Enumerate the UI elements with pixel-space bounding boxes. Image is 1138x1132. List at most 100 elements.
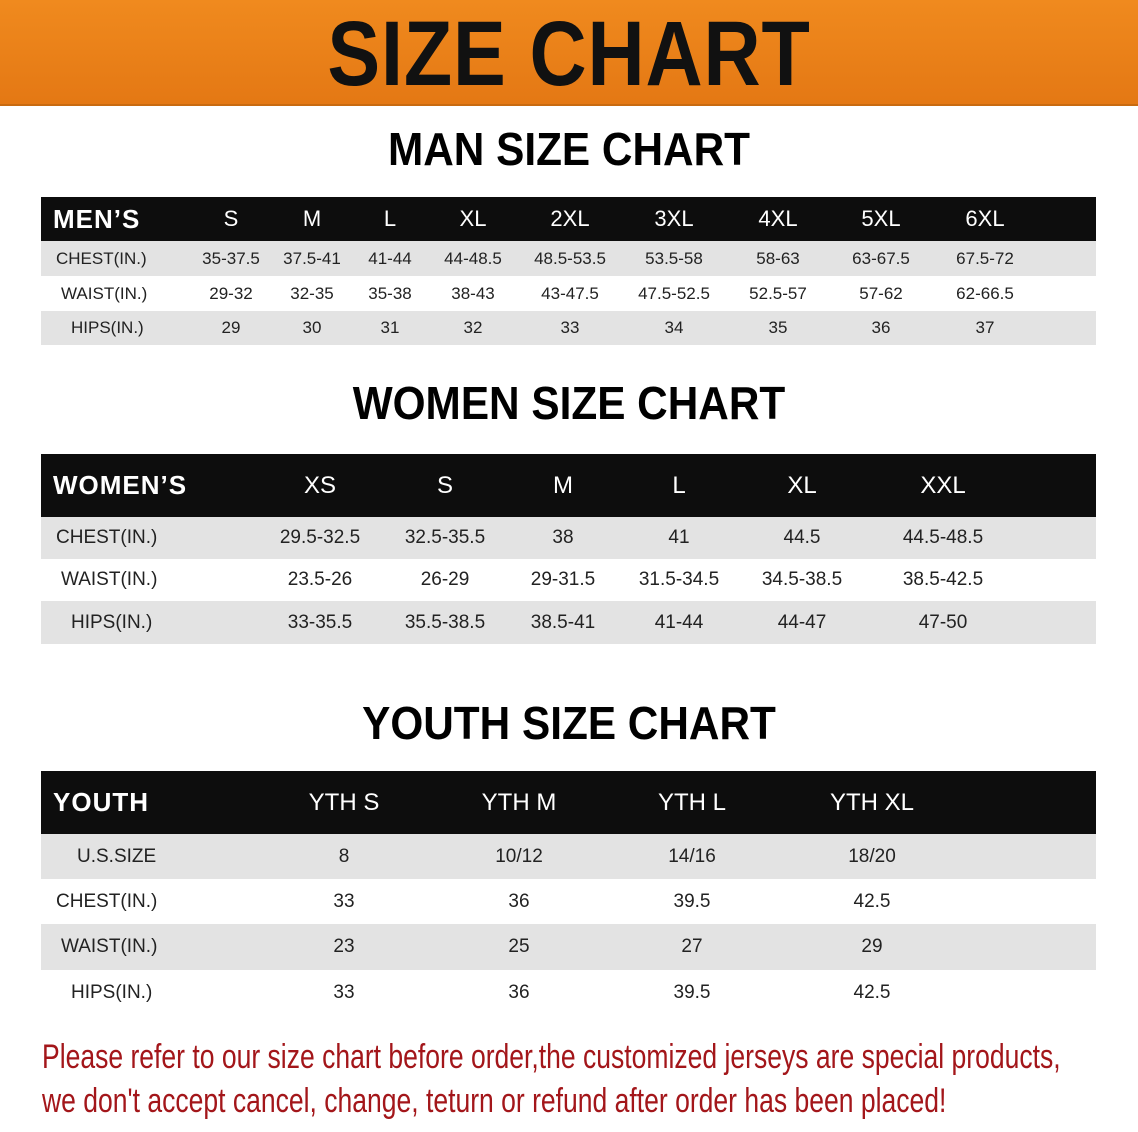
table-cell: 52.5-57 xyxy=(749,283,807,303)
table-cell: 8 xyxy=(338,845,350,867)
table-row: U.S.SIZE 8 10/12 14/16 18/20 xyxy=(41,834,1096,879)
table-cell: 57-62 xyxy=(859,283,903,303)
table-cell: 18/20 xyxy=(848,845,896,867)
row-label: WAIST(IN.) xyxy=(61,569,158,590)
table-cell: 63-67.5 xyxy=(852,248,910,268)
youth-size-table: YOUTH YTH S YTH M YTH L YTH XL U.S.SIZE 8 10/12… xyxy=(41,771,1096,1015)
table-cell: 29-31.5 xyxy=(530,569,596,590)
table-row: WAIST(IN.) 23 25 27 29 xyxy=(41,924,1096,970)
table-cell: 41-44 xyxy=(368,248,412,268)
table-cell: 33 xyxy=(333,890,355,912)
table-cell: 67.5-72 xyxy=(956,248,1014,268)
table-cell: 29 xyxy=(861,936,883,957)
table-cell: 42.5 xyxy=(853,890,891,912)
row-label: CHEST(IN.) xyxy=(56,890,158,912)
size-header: 2XL xyxy=(550,206,590,231)
table-cell: 39.5 xyxy=(673,981,711,1003)
women-header-label: WOMEN’S xyxy=(53,470,188,500)
table-cell: 35 xyxy=(768,318,788,337)
youth-header-label: YOUTH xyxy=(53,787,149,817)
size-header: YTH S xyxy=(308,788,380,816)
table-cell: 48.5-53.5 xyxy=(534,248,606,268)
table-row: HIPS(IN.) 33 36 39.5 42.5 xyxy=(41,970,1096,1015)
table-cell: 44-48.5 xyxy=(444,248,502,268)
table-cell: 36 xyxy=(508,981,530,1003)
table-cell: 37.5-41 xyxy=(283,248,341,268)
table-cell: 23.5-26 xyxy=(287,569,353,590)
row-label: WAIST(IN.) xyxy=(61,936,158,957)
size-header: XL xyxy=(459,206,487,231)
table-cell: 44.5 xyxy=(783,527,821,548)
table-cell: 34.5-38.5 xyxy=(761,569,843,590)
size-header: 3XL xyxy=(654,206,694,231)
size-header: 4XL xyxy=(758,206,798,231)
table-cell: 26-29 xyxy=(420,569,470,590)
table-cell: 35.5-38.5 xyxy=(404,611,486,633)
table-cell: 35-38 xyxy=(368,283,412,303)
row-label: CHEST(IN.) xyxy=(56,248,147,268)
table-cell: 37 xyxy=(975,318,995,337)
table-row: CHEST(IN.) 29.5-32.5 32.5-35.5 38 41 44.5 44.5… xyxy=(41,517,1096,559)
banner: SIZE CHART xyxy=(0,0,1138,106)
table-cell: 31.5-34.5 xyxy=(638,569,720,590)
size-header: 5XL xyxy=(861,206,901,231)
size-header: XXL xyxy=(920,471,966,499)
table-cell: 23 xyxy=(333,936,355,957)
table-cell: 32 xyxy=(463,318,483,337)
table-cell: 43-47.5 xyxy=(541,283,599,303)
table-cell: 62-66.5 xyxy=(956,283,1014,303)
women-size-table: WOMEN’S XS S M L XL XXL CHEST(IN.) 29.5-32.5 32.5… xyxy=(41,454,1096,644)
table-cell: 44.5-48.5 xyxy=(902,527,984,548)
table-cell: 36 xyxy=(508,890,530,912)
table-cell: 33 xyxy=(333,981,355,1003)
notice-line-2: we don't accept cancel, change, teturn o… xyxy=(42,1082,947,1120)
table-cell: 35-37.5 xyxy=(202,248,260,268)
table-cell: 33-35.5 xyxy=(287,611,353,633)
table-cell: 38 xyxy=(552,527,574,548)
row-label: U.S.SIZE xyxy=(77,845,157,867)
table-cell: 30 xyxy=(302,318,322,337)
men-section-title: MAN SIZE CHART xyxy=(387,123,751,175)
size-header: S xyxy=(436,471,454,499)
size-header: L xyxy=(672,471,686,499)
table-cell: 36 xyxy=(871,318,891,337)
table-cell: 39.5 xyxy=(673,890,711,912)
size-header: YTH L xyxy=(657,788,727,816)
youth-header-row: YOUTH YTH S YTH M YTH L YTH XL xyxy=(41,771,1096,834)
size-header: YTH XL xyxy=(829,788,915,816)
men-header-label: MEN’S xyxy=(53,203,141,234)
table-cell: 58-63 xyxy=(756,248,800,268)
notice-line-1: Please refer to our size chart before or… xyxy=(42,1038,1061,1076)
size-header: M xyxy=(302,206,322,231)
table-cell: 27 xyxy=(681,936,703,957)
table-row: WAIST(IN.) 29-32 32-35 35-38 38-43 43-47.5 47.… xyxy=(41,276,1096,311)
size-header: XL xyxy=(787,471,817,499)
table-row: CHEST(IN.) 33 36 39.5 42.5 xyxy=(41,879,1096,924)
table-cell: 14/16 xyxy=(668,845,716,867)
table-cell: 32.5-35.5 xyxy=(404,527,486,548)
table-cell: 41 xyxy=(668,527,690,548)
table-row: CHEST(IN.) 35-37.5 37.5-41 41-44 44-48.5 48.5… xyxy=(41,241,1096,276)
banner-title: SIZE CHART xyxy=(327,3,811,105)
table-cell: 47-50 xyxy=(918,611,968,633)
size-header: M xyxy=(553,471,573,499)
table-cell: 10/12 xyxy=(495,845,543,867)
table-cell: 25 xyxy=(508,936,530,957)
table-row: HIPS(IN.) 29 30 31 32 33 34 35 36 37 xyxy=(41,311,1096,345)
table-cell: 38.5-42.5 xyxy=(902,569,984,590)
table-cell: 47.5-52.5 xyxy=(638,283,710,303)
men-header-row: MEN’S S M L XL 2XL 3XL 4XL 5XL 6XL xyxy=(41,197,1096,241)
table-cell: 44-47 xyxy=(777,611,827,633)
table-cell: 41-44 xyxy=(654,611,704,633)
size-header: S xyxy=(223,206,239,231)
youth-section-title: YOUTH SIZE CHART xyxy=(362,697,776,749)
row-label: HIPS(IN.) xyxy=(71,981,153,1003)
table-cell: 29-32 xyxy=(209,283,253,303)
table-cell: 33 xyxy=(560,318,580,337)
table-cell: 29.5-32.5 xyxy=(279,527,361,548)
table-row: WAIST(IN.) 23.5-26 26-29 29-31.5 31.5-34.5 34… xyxy=(41,559,1096,601)
men-size-table: MEN’S S M L XL 2XL 3XL 4XL 5XL 6XL CHEST(IN.) 35-37… xyxy=(41,197,1096,345)
table-cell: 42.5 xyxy=(853,981,891,1003)
table-cell: 53.5-58 xyxy=(645,248,703,268)
women-header-row: WOMEN’S XS S M L XL XXL xyxy=(41,454,1096,517)
